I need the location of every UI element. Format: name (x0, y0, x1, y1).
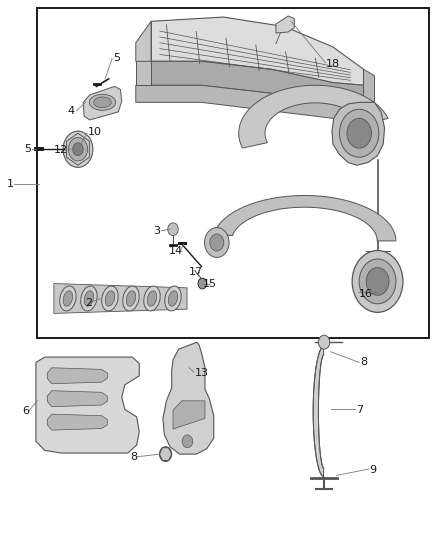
Text: 14: 14 (169, 246, 183, 255)
Polygon shape (136, 21, 151, 61)
Text: 4: 4 (68, 106, 75, 116)
Ellipse shape (89, 94, 116, 110)
Polygon shape (173, 401, 205, 429)
Polygon shape (239, 85, 388, 148)
Ellipse shape (94, 97, 111, 108)
Polygon shape (47, 391, 107, 407)
Circle shape (63, 131, 93, 167)
Circle shape (182, 435, 193, 448)
Ellipse shape (144, 286, 160, 311)
Circle shape (198, 278, 207, 289)
Text: 12: 12 (53, 146, 67, 155)
Text: 3: 3 (153, 226, 160, 236)
Polygon shape (47, 368, 107, 384)
Bar (37, 8, 429, 338)
Circle shape (205, 228, 229, 257)
Polygon shape (83, 86, 122, 120)
Ellipse shape (123, 286, 139, 311)
Polygon shape (151, 61, 364, 107)
Ellipse shape (84, 290, 94, 306)
Text: 5: 5 (113, 53, 120, 62)
Circle shape (168, 223, 178, 236)
Circle shape (159, 447, 172, 462)
Polygon shape (54, 284, 187, 313)
Circle shape (339, 109, 379, 157)
Circle shape (352, 251, 403, 312)
Polygon shape (214, 196, 396, 241)
Text: 5: 5 (24, 144, 31, 154)
Circle shape (347, 118, 371, 148)
Ellipse shape (126, 290, 136, 306)
Ellipse shape (60, 286, 76, 311)
Polygon shape (47, 414, 107, 430)
Polygon shape (313, 346, 324, 477)
Circle shape (366, 268, 389, 295)
Circle shape (68, 138, 88, 161)
Ellipse shape (105, 290, 115, 306)
Circle shape (73, 143, 83, 156)
Text: 15: 15 (202, 279, 216, 288)
Text: 9: 9 (370, 465, 377, 475)
Polygon shape (136, 85, 364, 123)
Polygon shape (332, 102, 385, 165)
Polygon shape (151, 17, 364, 85)
Text: 2: 2 (85, 298, 92, 308)
Text: 7: 7 (356, 406, 363, 415)
Polygon shape (36, 357, 139, 453)
Ellipse shape (102, 286, 118, 311)
Polygon shape (136, 21, 151, 85)
Text: 17: 17 (189, 267, 203, 277)
Text: 8: 8 (360, 358, 367, 367)
Text: 16: 16 (359, 289, 373, 299)
Text: 6: 6 (22, 407, 29, 416)
Ellipse shape (168, 290, 178, 306)
Text: 8: 8 (130, 452, 137, 462)
Text: 13: 13 (195, 368, 209, 378)
Circle shape (359, 259, 396, 304)
Polygon shape (163, 342, 214, 454)
Ellipse shape (165, 286, 181, 311)
Circle shape (318, 335, 330, 349)
Polygon shape (276, 16, 294, 33)
Text: 18: 18 (326, 59, 340, 69)
Circle shape (210, 234, 224, 251)
Text: 1: 1 (7, 179, 14, 189)
Polygon shape (364, 69, 374, 107)
Ellipse shape (63, 290, 73, 306)
Ellipse shape (147, 290, 157, 306)
Ellipse shape (81, 286, 97, 311)
Text: 10: 10 (88, 127, 102, 136)
